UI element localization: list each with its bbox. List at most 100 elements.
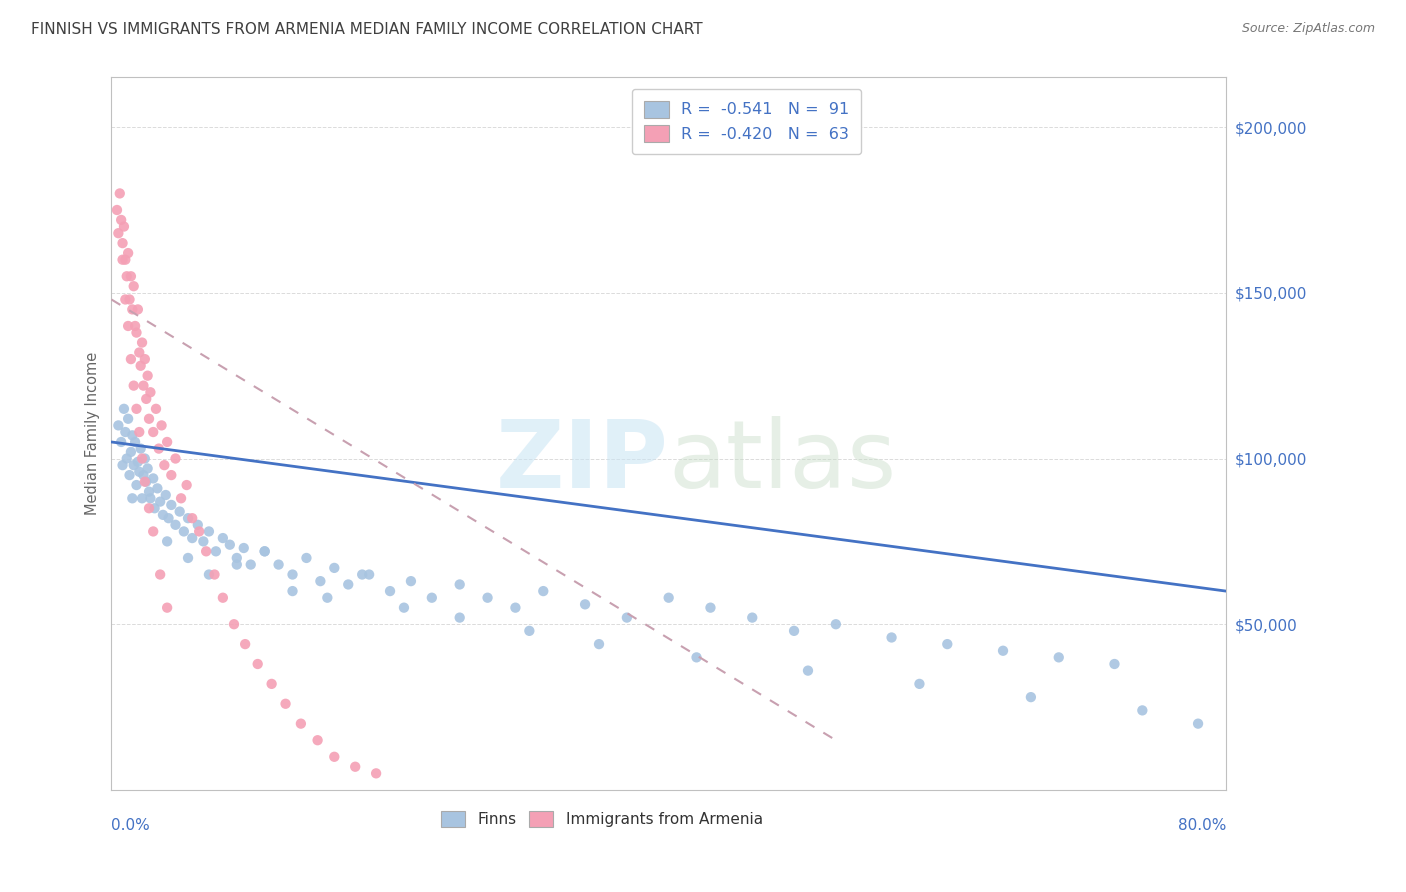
Point xyxy=(105,202,128,217)
Point xyxy=(658,591,681,605)
Point xyxy=(165,451,187,466)
Point xyxy=(160,498,183,512)
Point xyxy=(281,584,304,599)
Point xyxy=(156,534,179,549)
Point xyxy=(267,558,290,572)
Text: FINNISH VS IMMIGRANTS FROM ARMENIA MEDIAN FAMILY INCOME CORRELATION CHART: FINNISH VS IMMIGRANTS FROM ARMENIA MEDIA… xyxy=(31,22,703,37)
Legend: Finns, Immigrants from Armenia: Finns, Immigrants from Armenia xyxy=(434,805,769,834)
Point xyxy=(616,610,638,624)
Point xyxy=(936,637,959,651)
Point xyxy=(824,617,846,632)
Point xyxy=(399,574,422,589)
Point xyxy=(135,475,157,489)
Point xyxy=(118,293,141,307)
Point xyxy=(128,465,150,479)
Point xyxy=(139,491,162,506)
Point xyxy=(177,511,200,525)
Point xyxy=(253,544,276,558)
Point xyxy=(131,335,153,350)
Point xyxy=(142,524,165,539)
Point xyxy=(260,677,283,691)
Point xyxy=(121,491,143,506)
Point xyxy=(323,749,346,764)
Point xyxy=(127,302,149,317)
Point xyxy=(991,644,1014,658)
Point xyxy=(122,458,145,472)
Point xyxy=(117,318,139,333)
Point xyxy=(139,385,162,400)
Point xyxy=(145,401,167,416)
Point xyxy=(111,252,134,267)
Point xyxy=(156,600,179,615)
Point xyxy=(134,475,156,489)
Point xyxy=(122,378,145,392)
Point xyxy=(222,617,245,632)
Point xyxy=(205,544,228,558)
Point xyxy=(150,418,173,433)
Point xyxy=(112,219,135,234)
Point xyxy=(352,567,374,582)
Point xyxy=(112,401,135,416)
Point xyxy=(574,598,596,612)
Point xyxy=(281,567,304,582)
Point xyxy=(149,494,172,508)
Point xyxy=(124,318,146,333)
Point xyxy=(517,624,540,638)
Point xyxy=(198,524,221,539)
Point xyxy=(114,293,136,307)
Point xyxy=(225,558,247,572)
Point xyxy=(129,442,152,456)
Text: 0.0%: 0.0% xyxy=(111,819,150,833)
Point xyxy=(128,345,150,359)
Point xyxy=(741,610,763,624)
Point xyxy=(783,624,806,638)
Point xyxy=(142,425,165,439)
Point xyxy=(111,458,134,472)
Point xyxy=(181,511,204,525)
Point xyxy=(359,567,381,582)
Point xyxy=(107,226,129,240)
Point xyxy=(181,531,204,545)
Point xyxy=(120,445,142,459)
Point xyxy=(316,591,339,605)
Point xyxy=(117,246,139,260)
Point xyxy=(1047,650,1070,665)
Point xyxy=(274,697,297,711)
Text: 80.0%: 80.0% xyxy=(1178,819,1226,833)
Point xyxy=(148,442,170,456)
Point xyxy=(290,716,312,731)
Point xyxy=(165,517,187,532)
Point xyxy=(128,425,150,439)
Point xyxy=(134,352,156,367)
Point xyxy=(131,451,153,466)
Point xyxy=(699,600,721,615)
Point xyxy=(132,378,155,392)
Point xyxy=(136,461,159,475)
Point xyxy=(233,637,256,651)
Point xyxy=(797,664,820,678)
Point xyxy=(146,481,169,495)
Point xyxy=(880,631,903,645)
Text: ZIP: ZIP xyxy=(496,417,669,508)
Point xyxy=(420,591,443,605)
Point xyxy=(170,491,193,506)
Text: atlas: atlas xyxy=(669,417,897,508)
Point xyxy=(138,501,160,516)
Point xyxy=(378,584,401,599)
Point xyxy=(505,600,527,615)
Point xyxy=(125,326,148,340)
Point xyxy=(212,591,235,605)
Point xyxy=(120,352,142,367)
Point xyxy=(129,359,152,373)
Point xyxy=(225,551,247,566)
Point xyxy=(477,591,499,605)
Point xyxy=(337,577,360,591)
Point xyxy=(125,478,148,492)
Point xyxy=(111,236,134,251)
Point xyxy=(125,401,148,416)
Point xyxy=(253,544,276,558)
Point xyxy=(187,517,209,532)
Point xyxy=(309,574,332,589)
Point xyxy=(307,733,329,747)
Point xyxy=(121,302,143,317)
